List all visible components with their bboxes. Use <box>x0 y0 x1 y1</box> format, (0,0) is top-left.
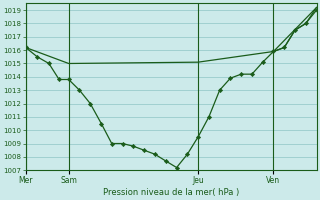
X-axis label: Pression niveau de la mer( hPa ): Pression niveau de la mer( hPa ) <box>103 188 239 197</box>
